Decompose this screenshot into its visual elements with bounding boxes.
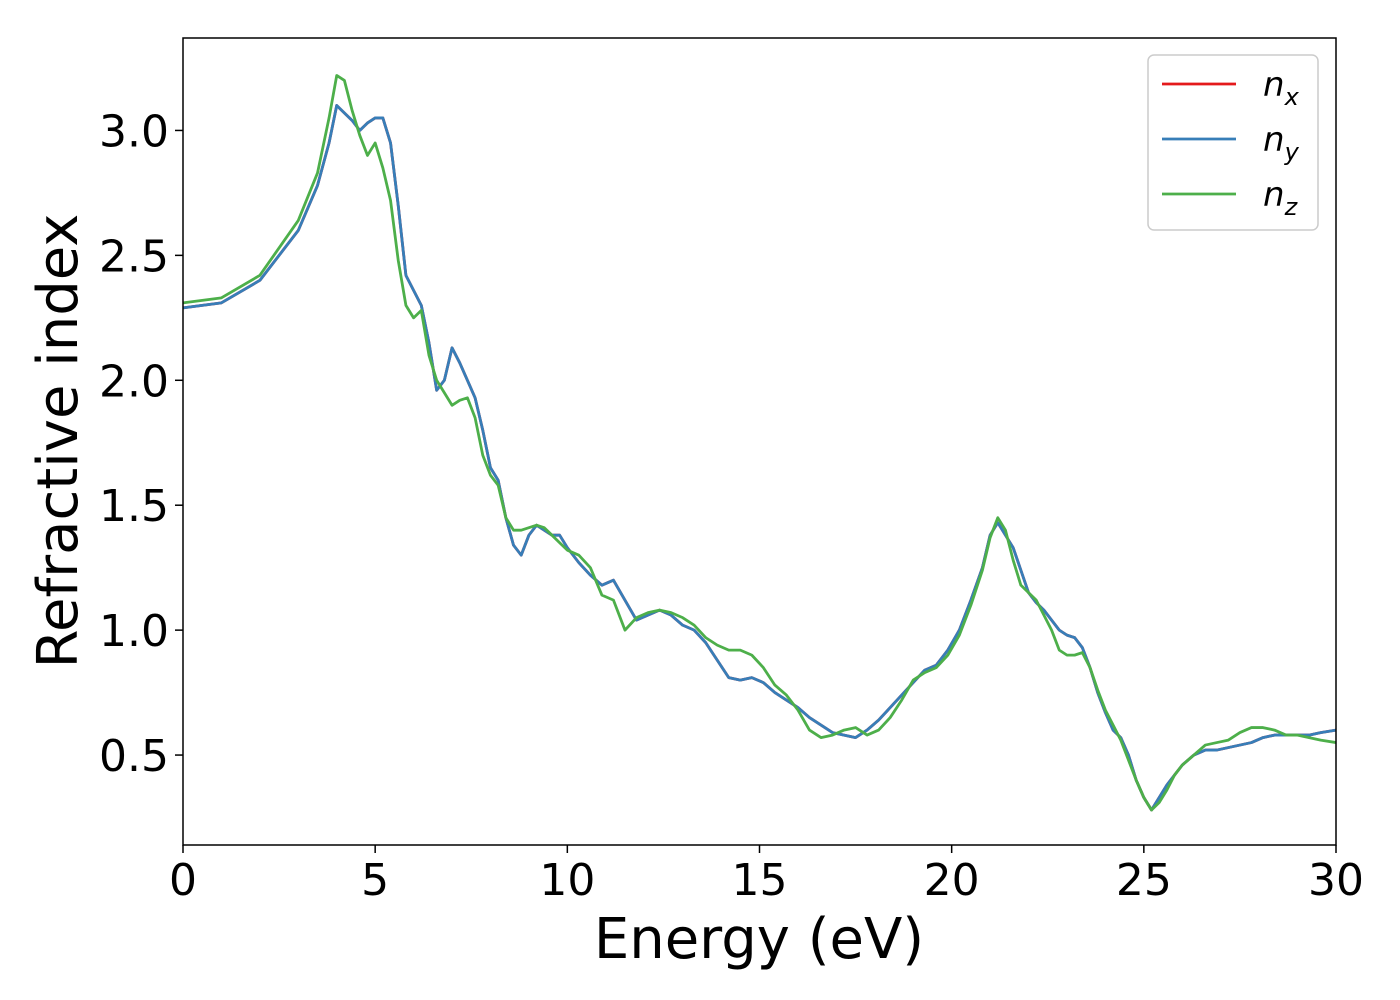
x-tick-label: 5 bbox=[361, 855, 389, 906]
legend-label-nx: nx bbox=[1263, 65, 1300, 111]
y-tick-label: 2.0 bbox=[99, 356, 169, 407]
y-tick-label: 3.0 bbox=[99, 106, 169, 157]
x-tick-label: 30 bbox=[1308, 855, 1364, 906]
y-tick-label: 0.5 bbox=[99, 731, 169, 782]
x-axis-ticks: 0 5 10 15 20 25 30 bbox=[169, 845, 1364, 906]
y-axis-ticks: 0.5 1.0 1.5 2.0 2.5 3.0 bbox=[99, 106, 183, 782]
legend: nx ny nz bbox=[1147, 54, 1319, 231]
legend-label-nz: nz bbox=[1263, 175, 1299, 221]
y-axis-title: Refractive index bbox=[26, 214, 91, 669]
series-line-nz bbox=[182, 74, 1337, 812]
x-tick-label: 15 bbox=[732, 855, 788, 906]
y-tick-label: 2.5 bbox=[99, 231, 169, 282]
x-tick-label: 0 bbox=[169, 855, 197, 906]
x-tick-label: 20 bbox=[924, 855, 980, 906]
x-tick-label: 25 bbox=[1116, 855, 1172, 906]
x-axis-title: Energy (eV) bbox=[594, 907, 924, 972]
legend-box bbox=[1147, 54, 1319, 231]
legend-label-ny: ny bbox=[1263, 120, 1300, 166]
x-tick-label: 10 bbox=[539, 855, 595, 906]
series-lines bbox=[182, 74, 1337, 812]
plot-area bbox=[183, 38, 1336, 845]
y-tick-label: 1.0 bbox=[99, 606, 169, 657]
y-tick-label: 1.5 bbox=[99, 481, 169, 532]
